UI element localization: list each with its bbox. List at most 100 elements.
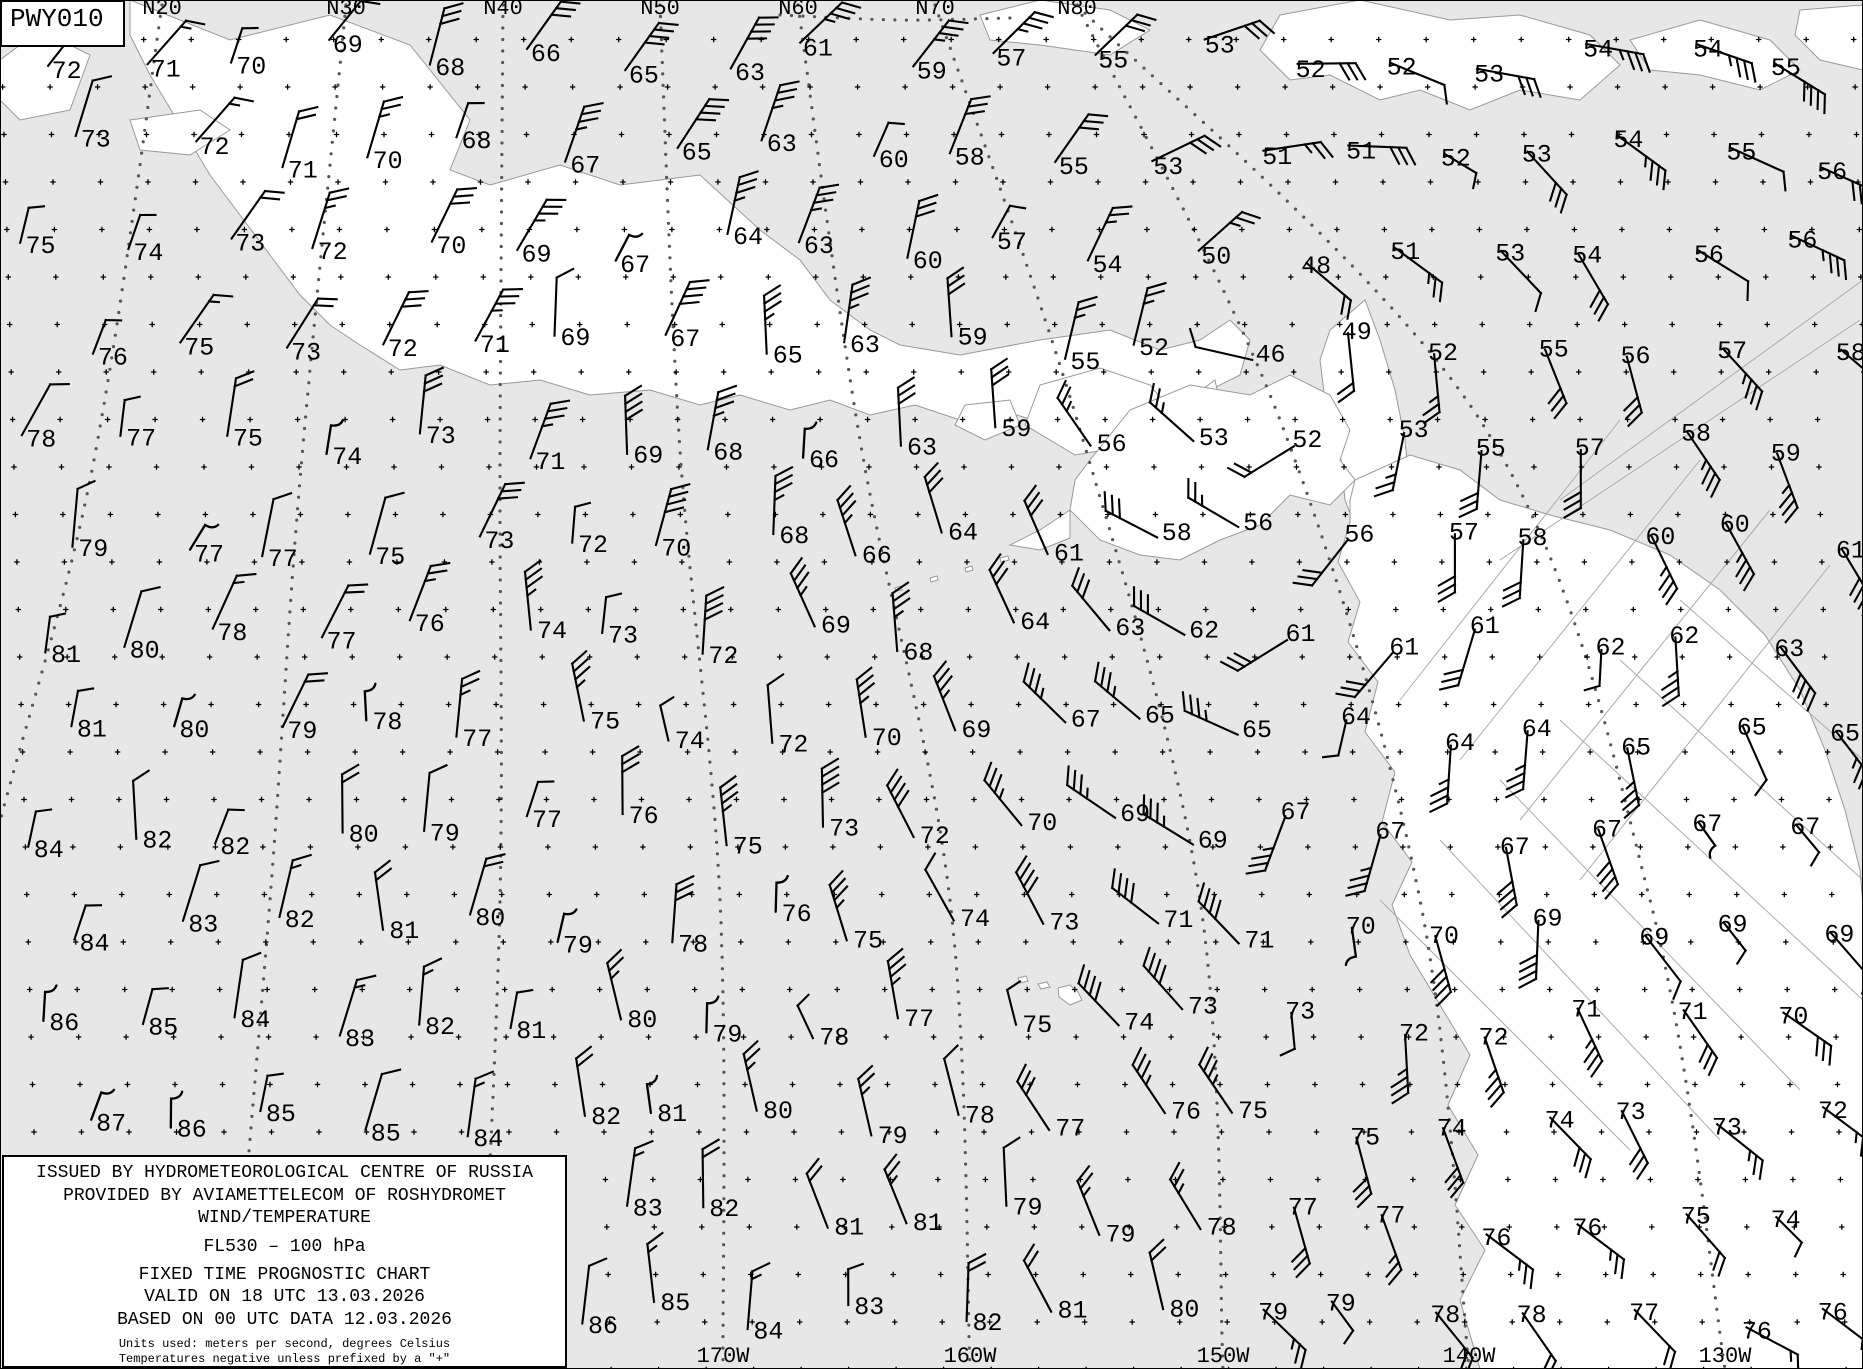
svg-text:76: 76 xyxy=(782,900,812,929)
svg-text:61: 61 xyxy=(1470,612,1500,641)
svg-text:65: 65 xyxy=(773,341,803,370)
svg-text:81: 81 xyxy=(77,715,107,744)
svg-text:71: 71 xyxy=(1163,906,1193,935)
svg-text:61: 61 xyxy=(803,34,833,63)
svg-text:55: 55 xyxy=(1070,348,1100,377)
svg-text:150W: 150W xyxy=(1197,1344,1251,1369)
svg-text:74: 74 xyxy=(1771,1206,1801,1235)
svg-text:69: 69 xyxy=(1198,827,1228,856)
svg-text:67: 67 xyxy=(570,151,600,180)
svg-text:58: 58 xyxy=(1162,519,1192,548)
svg-text:57: 57 xyxy=(1575,434,1605,463)
svg-text:77: 77 xyxy=(1288,1193,1318,1222)
svg-text:66: 66 xyxy=(809,446,839,475)
svg-text:61: 61 xyxy=(1286,620,1316,649)
svg-text:71: 71 xyxy=(1678,998,1708,1027)
svg-text:69: 69 xyxy=(1120,800,1150,829)
svg-text:64: 64 xyxy=(948,519,978,548)
svg-text:60: 60 xyxy=(1720,511,1750,540)
svg-text:74: 74 xyxy=(1124,1009,1154,1038)
svg-text:49: 49 xyxy=(1342,318,1372,347)
svg-text:84: 84 xyxy=(240,1006,270,1035)
svg-text:70: 70 xyxy=(661,535,691,564)
svg-text:68: 68 xyxy=(903,639,933,668)
svg-text:79: 79 xyxy=(878,1122,908,1151)
svg-text:81: 81 xyxy=(51,641,81,670)
svg-text:65: 65 xyxy=(629,61,659,90)
svg-text:57: 57 xyxy=(997,228,1027,257)
svg-text:72: 72 xyxy=(920,822,950,851)
svg-text:68: 68 xyxy=(779,522,809,551)
svg-text:83: 83 xyxy=(854,1293,884,1322)
svg-text:59: 59 xyxy=(917,58,947,87)
svg-text:53: 53 xyxy=(1399,416,1429,445)
svg-text:85: 85 xyxy=(266,1100,296,1129)
svg-text:79: 79 xyxy=(78,535,108,564)
svg-text:56: 56 xyxy=(1344,520,1374,549)
svg-text:77: 77 xyxy=(1375,1201,1405,1230)
svg-text:57: 57 xyxy=(1717,337,1747,366)
svg-text:60: 60 xyxy=(913,247,943,276)
svg-text:82: 82 xyxy=(142,827,172,856)
svg-text:78: 78 xyxy=(217,619,247,648)
svg-text:52: 52 xyxy=(1292,426,1322,455)
svg-text:64: 64 xyxy=(1445,729,1475,758)
svg-text:68: 68 xyxy=(713,438,743,467)
svg-text:80: 80 xyxy=(475,904,505,933)
svg-text:77: 77 xyxy=(532,806,562,835)
svg-text:58: 58 xyxy=(955,143,985,172)
svg-text:75: 75 xyxy=(1350,1123,1380,1152)
svg-text:84: 84 xyxy=(473,1125,503,1154)
svg-text:75: 75 xyxy=(184,334,214,363)
svg-text:76: 76 xyxy=(629,802,659,831)
svg-text:52: 52 xyxy=(1441,145,1471,174)
svg-text:83: 83 xyxy=(345,1025,375,1054)
svg-text:77: 77 xyxy=(1055,1114,1085,1143)
svg-text:73: 73 xyxy=(1616,1098,1646,1127)
svg-text:58: 58 xyxy=(1518,524,1548,553)
svg-text:86: 86 xyxy=(588,1312,618,1341)
svg-text:62: 62 xyxy=(1596,634,1626,663)
svg-text:79: 79 xyxy=(563,931,593,960)
svg-text:170W: 170W xyxy=(697,1344,751,1369)
svg-text:82: 82 xyxy=(285,906,315,935)
svg-text:N40: N40 xyxy=(483,0,523,21)
svg-text:77: 77 xyxy=(462,725,492,754)
svg-text:79: 79 xyxy=(1106,1220,1136,1249)
svg-text:75: 75 xyxy=(1022,1011,1052,1040)
svg-text:70: 70 xyxy=(373,147,403,176)
svg-text:72: 72 xyxy=(1818,1097,1848,1126)
svg-text:67: 67 xyxy=(1500,833,1530,862)
svg-text:82: 82 xyxy=(709,1195,739,1224)
svg-text:76: 76 xyxy=(415,610,445,639)
svg-text:69: 69 xyxy=(1824,921,1854,950)
svg-text:75: 75 xyxy=(853,927,883,956)
svg-text:54: 54 xyxy=(1093,251,1123,280)
svg-text:75: 75 xyxy=(233,425,263,454)
svg-text:81: 81 xyxy=(516,1017,546,1046)
svg-text:77: 77 xyxy=(126,425,156,454)
svg-text:56: 56 xyxy=(1621,342,1651,371)
svg-text:68: 68 xyxy=(462,127,492,156)
svg-text:81: 81 xyxy=(913,1209,943,1238)
svg-text:78: 78 xyxy=(678,931,708,960)
svg-text:59: 59 xyxy=(958,324,988,353)
svg-text:67: 67 xyxy=(1790,813,1820,842)
svg-text:74: 74 xyxy=(1437,1115,1467,1144)
svg-text:73: 73 xyxy=(291,339,321,368)
svg-text:78: 78 xyxy=(1517,1301,1547,1330)
svg-text:83: 83 xyxy=(633,1195,663,1224)
svg-text:55: 55 xyxy=(1726,138,1756,167)
svg-text:68: 68 xyxy=(435,54,465,83)
svg-text:73: 73 xyxy=(1049,909,1079,938)
svg-text:78: 78 xyxy=(1430,1301,1460,1330)
svg-text:56: 56 xyxy=(1694,241,1724,270)
svg-text:74: 74 xyxy=(960,905,990,934)
svg-text:160W: 160W xyxy=(944,1344,998,1369)
svg-text:69: 69 xyxy=(1718,910,1748,939)
svg-text:52: 52 xyxy=(1139,334,1169,363)
svg-text:71: 71 xyxy=(288,157,318,186)
svg-text:52: 52 xyxy=(1428,339,1458,368)
svg-text:72: 72 xyxy=(200,133,230,162)
svg-text:69: 69 xyxy=(961,716,991,745)
